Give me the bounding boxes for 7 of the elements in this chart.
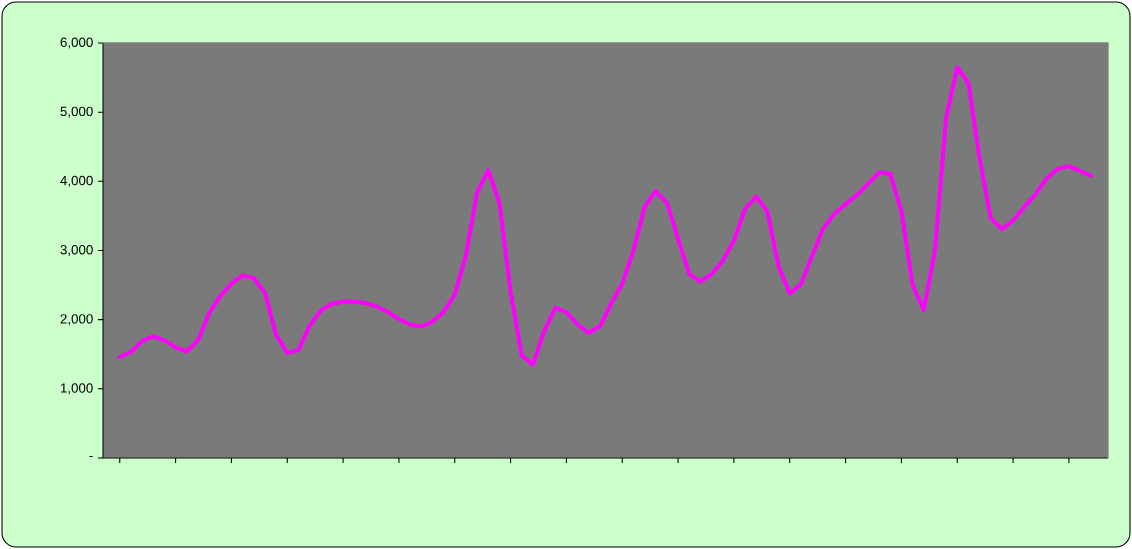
y-tick-label: 2,000 bbox=[60, 314, 93, 326]
y-tick-label: 6,000 bbox=[60, 37, 93, 49]
y-tick-label: - bbox=[89, 455, 93, 457]
y-tick-label: 3,000 bbox=[60, 244, 93, 257]
y-tick-label: 4,000 bbox=[60, 175, 93, 187]
y-tick-label: 1,000 bbox=[60, 383, 93, 395]
y-tick-label: 5,000 bbox=[60, 106, 93, 118]
